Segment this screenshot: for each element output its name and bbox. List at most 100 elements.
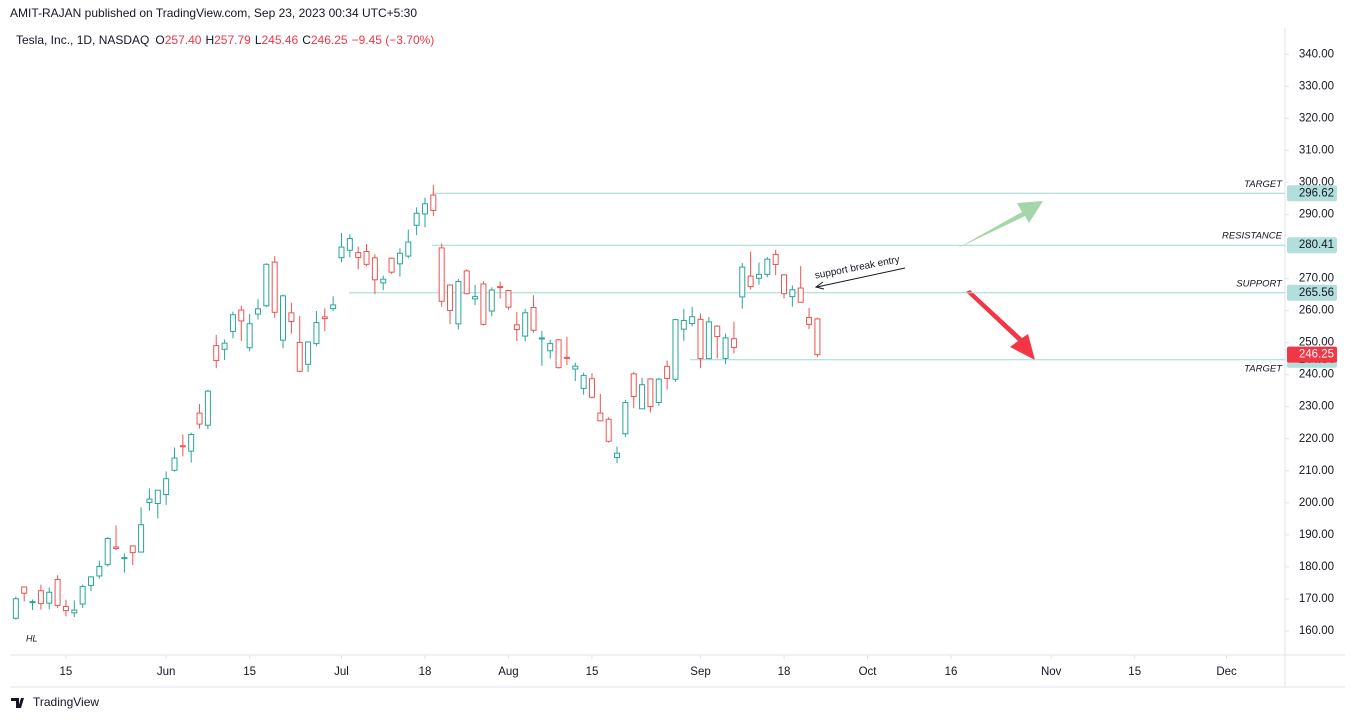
body [655,378,662,404]
body [588,378,595,398]
body [689,316,696,324]
body [781,274,788,295]
x-tick-label: 18 [419,666,432,678]
x-tick-label: Aug [498,666,518,678]
x-tick-label: 15 [243,666,256,678]
annotation: HL [26,633,38,643]
body [789,289,796,298]
body [405,241,412,257]
body [96,565,103,577]
up-arrow [956,201,1043,249]
x-tick-label: Jul [334,666,349,678]
body [196,412,203,425]
body [705,321,712,360]
body [697,318,704,360]
y-tick-label: 180.00 [1299,561,1334,573]
body [62,605,69,612]
field-key: O [155,33,164,47]
body [188,434,195,452]
change: −9.45 (−3.70%) [352,33,435,47]
published-line: AMIT-RAJAN published on TradingView.com,… [10,6,417,20]
body [647,378,654,408]
x-tick-label: Oct [859,666,878,678]
body [630,373,637,397]
y-tick-label: 170.00 [1299,593,1334,605]
field-value: 257.40 [165,33,202,47]
body [171,457,178,471]
body [672,319,679,380]
body [797,287,804,303]
body [296,341,303,372]
body [605,418,612,442]
y-tick-label: 230.00 [1299,401,1334,413]
field-key: L [255,33,262,47]
body [254,308,261,315]
y-tick-label: 240.00 [1299,369,1334,381]
body [722,337,729,359]
body [12,598,19,619]
body [747,275,754,288]
body [113,546,120,549]
last-price-badge [1287,346,1337,363]
body [146,498,153,503]
body [680,320,687,330]
body [488,289,495,312]
body [430,194,437,211]
body [530,306,537,331]
body [806,316,813,325]
field-value: 245.46 [262,33,299,47]
body [730,338,737,348]
body [129,545,136,554]
body [338,246,345,259]
x-tick-label: 15 [586,666,599,678]
y-tick-label: 200.00 [1299,497,1334,509]
body [421,203,428,215]
y-tick-label: 340.00 [1299,48,1334,60]
level-value: 280.41 [1299,239,1334,251]
field-value: 257.79 [214,33,251,47]
body [246,323,253,349]
body [29,601,36,604]
body [639,384,646,410]
body [179,445,186,448]
x-tick-label: 18 [778,666,791,678]
body [480,283,487,325]
y-tick-label: 290.00 [1299,208,1334,220]
body [538,337,545,340]
body [455,281,462,325]
entry-arrow [816,267,906,288]
y-tick-label: 220.00 [1299,433,1334,445]
body [413,212,420,226]
body [330,304,337,310]
x-tick-label: 16 [945,666,958,678]
body [87,576,94,586]
body [505,290,512,308]
symbol: Tesla, Inc., 1D, NASDAQ [16,33,149,47]
y-tick-label: 160.00 [1299,625,1334,637]
y-tick-label: 210.00 [1299,465,1334,477]
symbol-header: Tesla, Inc., 1D, NASDAQ O257.40 H257.79 L24… [16,33,434,47]
body [739,266,746,298]
body [221,342,228,350]
body [355,252,362,259]
body [280,295,287,341]
body [288,312,295,322]
body [522,312,529,337]
level-label: RESISTANCE [1222,231,1283,242]
body [563,356,570,359]
body [46,591,53,604]
level-badge [1287,185,1337,202]
body [388,257,395,273]
entry-arrow-head [814,281,825,290]
footer: TradingView [11,695,99,709]
body [305,341,312,365]
body [472,296,479,300]
body [54,578,61,606]
down-arrow [966,290,1035,360]
body [438,247,445,302]
body [513,324,520,330]
body [138,524,145,553]
body [271,261,278,313]
x-tick-label: Jun [157,666,176,678]
